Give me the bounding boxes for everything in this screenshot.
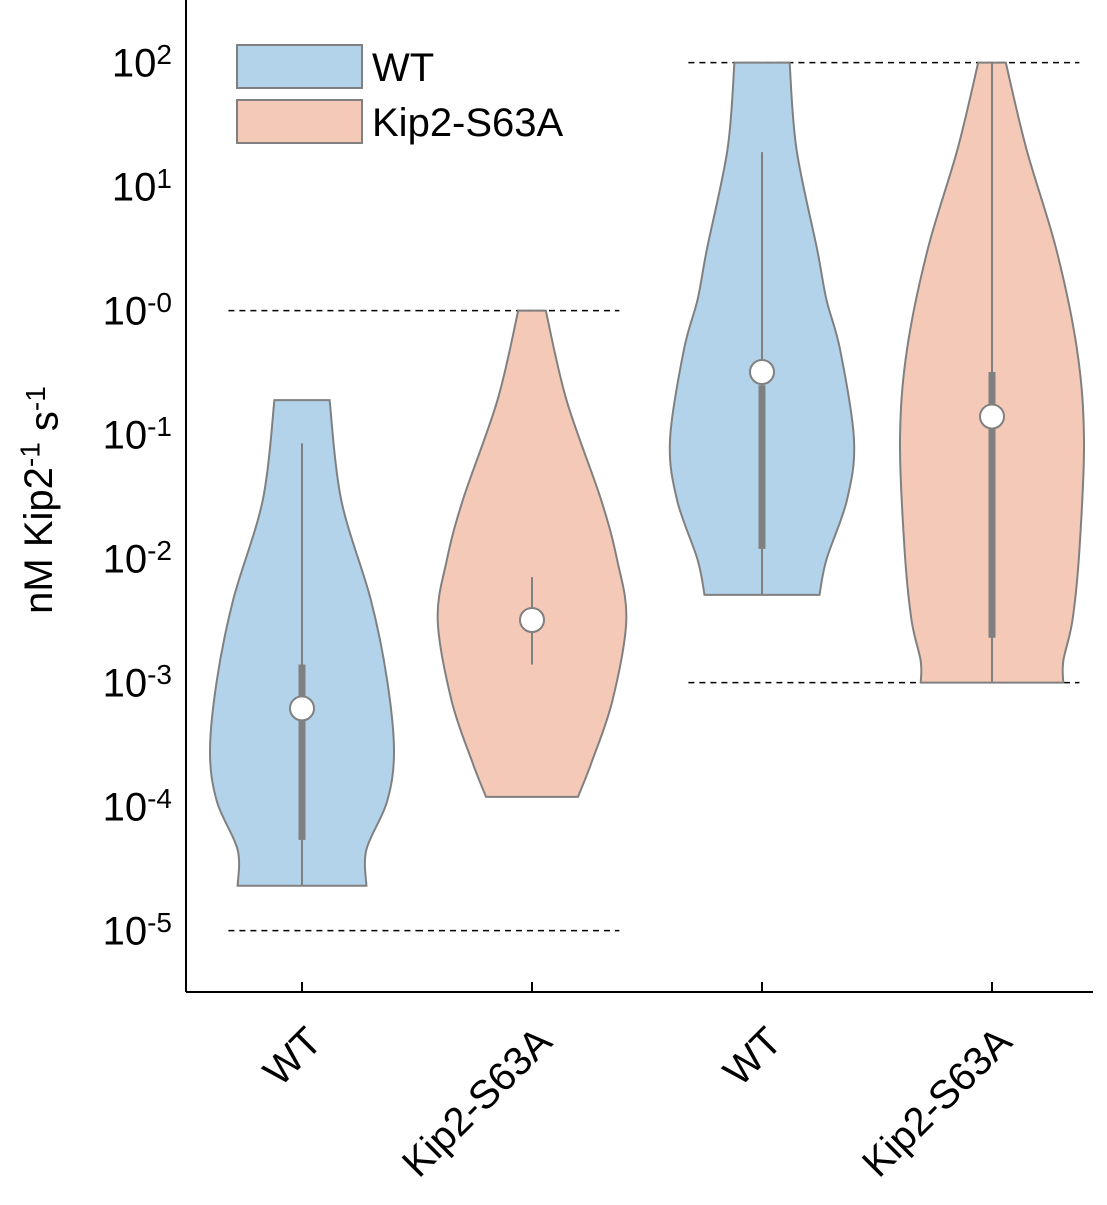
violin — [436, 309, 628, 798]
y-tick-label: 101 — [112, 163, 172, 210]
median — [289, 695, 315, 722]
legend-label: Kip2-S63A — [372, 101, 564, 145]
y-tick-label: 10-3 — [103, 659, 172, 706]
y-tick-label: 10-5 — [103, 907, 172, 954]
median — [979, 403, 1005, 430]
x-tick-label: WT — [715, 1019, 790, 1094]
median — [519, 607, 545, 633]
x-tick-label: WT — [255, 1019, 330, 1094]
y-axis-title: nM Kip2-1 s-1 — [14, 386, 66, 614]
legend-swatch — [236, 99, 363, 144]
y-tick-label: 10-0 — [103, 287, 172, 334]
x-tick-label: Kip2-S63A — [394, 1019, 561, 1186]
legend-label: WT — [372, 46, 434, 90]
legend-swatch — [236, 44, 363, 89]
y-tick-label: 10-4 — [103, 783, 172, 830]
y-tick-label: 10-2 — [103, 535, 172, 582]
median — [749, 359, 775, 385]
y-tick-label: 10-1 — [103, 411, 172, 458]
x-tick-label: Kip2-S63A — [854, 1019, 1021, 1186]
y-tick-label: 102 — [112, 39, 172, 86]
